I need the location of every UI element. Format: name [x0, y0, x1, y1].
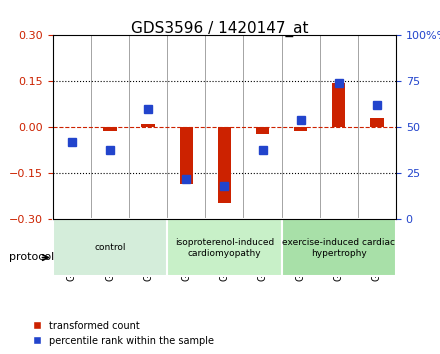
Bar: [180, 127, 193, 184]
Bar: [332, 83, 345, 127]
Text: isoproterenol-induced
cardiomyopathy: isoproterenol-induced cardiomyopathy: [175, 238, 274, 257]
FancyBboxPatch shape: [282, 219, 396, 276]
Bar: [370, 118, 384, 127]
Bar: [256, 127, 269, 133]
Text: control: control: [94, 243, 126, 252]
Text: GDS3596 / 1420147_at: GDS3596 / 1420147_at: [131, 21, 309, 38]
Legend: transformed count, percentile rank within the sample: transformed count, percentile rank withi…: [27, 321, 214, 346]
Bar: [294, 127, 307, 131]
FancyBboxPatch shape: [53, 219, 167, 276]
Text: protocol: protocol: [9, 252, 54, 262]
Bar: [103, 127, 117, 131]
FancyBboxPatch shape: [167, 219, 282, 276]
Text: exercise-induced cardiac
hypertrophy: exercise-induced cardiac hypertrophy: [282, 238, 395, 257]
Bar: [218, 127, 231, 202]
Bar: [142, 124, 155, 127]
